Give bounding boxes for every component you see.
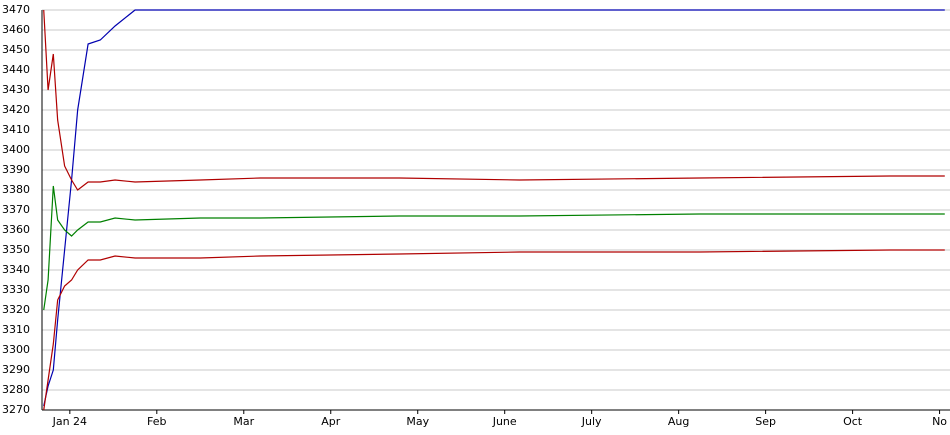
y-tick-label: 3460 <box>2 23 30 36</box>
x-tick-label: June <box>492 415 517 428</box>
y-tick-label: 3330 <box>2 283 30 296</box>
y-tick-label: 3410 <box>2 123 30 136</box>
y-tick-label: 3420 <box>2 103 30 116</box>
y-tick-label: 3430 <box>2 83 30 96</box>
series-line <box>43 249 945 411</box>
y-tick-label: 3360 <box>2 223 30 236</box>
x-tick-label: Sep <box>755 415 776 428</box>
y-tick-label: 3400 <box>2 143 30 156</box>
y-tick-label: 3290 <box>2 363 30 376</box>
series-line <box>43 9 945 407</box>
series-line <box>43 185 945 311</box>
y-tick-label: 3310 <box>2 323 30 336</box>
y-tick-label: 3440 <box>2 63 30 76</box>
y-tick-label: 3470 <box>2 3 30 16</box>
x-tick-label: Oct <box>843 415 863 428</box>
x-tick-label: No <box>932 415 947 428</box>
y-tick-label: 3450 <box>2 43 30 56</box>
x-tick-label: July <box>581 415 602 428</box>
x-tick-label: May <box>406 415 429 428</box>
x-tick-label: Apr <box>321 415 341 428</box>
y-tick-label: 3300 <box>2 343 30 356</box>
y-tick-label: 3340 <box>2 263 30 276</box>
x-tick-label: Feb <box>147 415 166 428</box>
series-line <box>43 9 945 191</box>
y-tick-label: 3270 <box>2 403 30 416</box>
x-tick-label: Mar <box>233 415 254 428</box>
y-tick-label: 3320 <box>2 303 30 316</box>
y-tick-label: 3390 <box>2 163 30 176</box>
y-tick-label: 3370 <box>2 203 30 216</box>
x-tick-label: Aug <box>668 415 689 428</box>
x-tick-label: Jan 24 <box>52 415 87 428</box>
y-tick-label: 3380 <box>2 183 30 196</box>
y-tick-label: 3350 <box>2 243 30 256</box>
y-tick-label: 3280 <box>2 383 30 396</box>
